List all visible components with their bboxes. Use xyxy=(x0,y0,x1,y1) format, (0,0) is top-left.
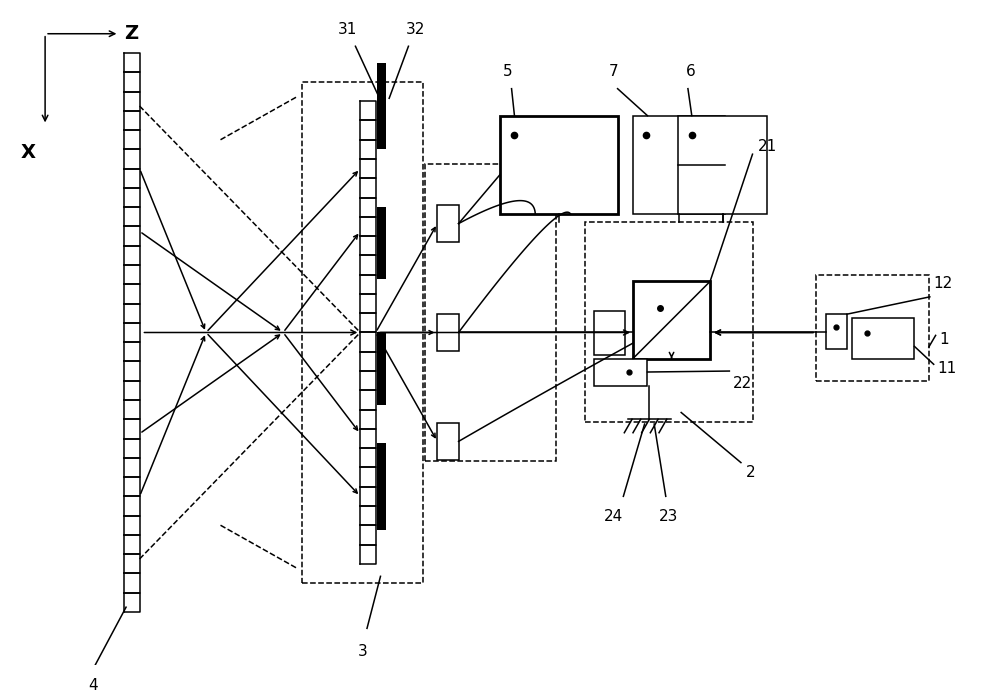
Text: 6: 6 xyxy=(686,64,696,79)
Text: 23: 23 xyxy=(659,509,678,524)
Text: 4: 4 xyxy=(88,678,98,690)
Bar xyxy=(826,314,847,349)
Bar xyxy=(437,423,459,460)
Bar xyxy=(585,221,753,422)
Bar xyxy=(377,333,386,405)
Bar xyxy=(437,314,459,351)
Text: 1: 1 xyxy=(939,332,949,347)
Bar xyxy=(437,206,459,242)
Bar xyxy=(633,116,725,214)
Bar xyxy=(594,359,647,386)
Bar xyxy=(852,318,914,359)
Bar xyxy=(633,282,710,359)
Text: 12: 12 xyxy=(934,276,953,291)
Text: 3: 3 xyxy=(358,644,368,659)
Text: 5: 5 xyxy=(503,64,513,79)
Bar xyxy=(302,82,423,583)
Text: Z: Z xyxy=(124,24,138,43)
Text: 24: 24 xyxy=(604,509,623,524)
Bar xyxy=(377,63,386,149)
Text: X: X xyxy=(20,143,35,161)
Text: 32: 32 xyxy=(406,21,425,37)
Text: 31: 31 xyxy=(338,21,357,37)
Bar xyxy=(594,311,625,355)
Text: 21: 21 xyxy=(758,139,778,154)
Text: 2: 2 xyxy=(746,465,755,480)
Bar xyxy=(425,164,556,461)
Text: 22: 22 xyxy=(733,376,752,391)
Bar xyxy=(377,444,386,530)
Bar xyxy=(816,275,929,381)
Text: 11: 11 xyxy=(938,361,957,375)
Bar xyxy=(377,207,386,279)
Text: 7: 7 xyxy=(609,64,619,79)
Bar xyxy=(678,116,767,214)
Bar xyxy=(500,116,618,214)
